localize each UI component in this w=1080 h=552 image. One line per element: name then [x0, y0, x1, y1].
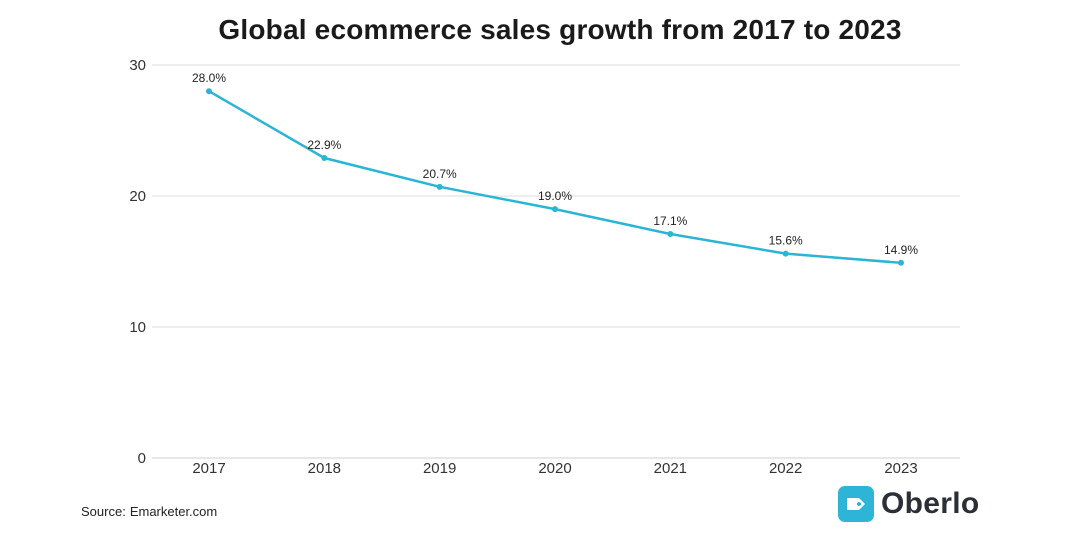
- y-tick-label-10: 10: [129, 319, 146, 336]
- x-tick-label-2021: 2021: [654, 460, 687, 477]
- x-tick-label-2017: 2017: [192, 460, 225, 477]
- data-point-2019: [436, 183, 443, 190]
- gridlines: [152, 64, 960, 459]
- data-point-2021: [667, 230, 674, 237]
- source-label: Source:: [81, 504, 126, 519]
- data-label-2018: 22.9%: [307, 138, 341, 152]
- brand-logo: Oberlo: [838, 486, 979, 522]
- x-tick-label-2023: 2023: [884, 460, 917, 477]
- x-tick-label-2019: 2019: [423, 460, 456, 477]
- x-tick-label-2022: 2022: [769, 460, 802, 477]
- data-label-2017: 28.0%: [192, 71, 226, 85]
- tag-icon: [838, 486, 874, 522]
- data-point-2018: [321, 155, 328, 162]
- data-label-2021: 17.1%: [653, 214, 687, 228]
- data-point-2020: [552, 206, 558, 213]
- data-point-2023: [898, 259, 904, 266]
- y-tick-label-20: 20: [129, 188, 146, 205]
- source-value: Emarketer.com: [129, 504, 218, 519]
- source-note: Source: Emarketer.com: [81, 504, 217, 519]
- data-label-2020: 19.0%: [538, 189, 572, 203]
- y-tick-label-30: 30: [129, 57, 146, 74]
- x-tick-label-2018: 2018: [308, 460, 341, 477]
- data-point-2022: [782, 250, 789, 257]
- data-point-2017: [206, 88, 212, 95]
- data-label-2023: 14.9%: [884, 243, 918, 257]
- y-axis-ticks: 0 10 20 30: [129, 57, 146, 467]
- x-axis-ticks: 2017 2018 2019 2020 2021 2022 2023: [192, 460, 917, 477]
- data-labels: 28.0% 22.9% 20.7% 19.0% 17.1% 15.6% 14.9%: [192, 71, 918, 257]
- data-label-2019: 20.7%: [423, 167, 457, 181]
- x-tick-label-2020: 2020: [538, 460, 571, 477]
- chart-title: Global ecommerce sales growth from 2017 …: [218, 14, 902, 45]
- series: [206, 88, 904, 266]
- data-label-2022: 15.6%: [769, 234, 803, 248]
- brand-name: Oberlo: [881, 487, 980, 520]
- y-tick-label-0: 0: [138, 450, 146, 467]
